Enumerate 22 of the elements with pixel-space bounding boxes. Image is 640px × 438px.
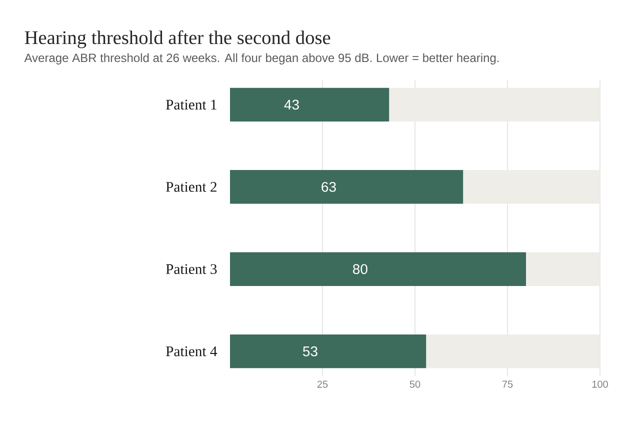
bar [230,88,390,122]
x-tick-label: 75 [502,380,513,388]
x-tick-label: 100 [592,380,608,388]
x-tick-label: 50 [410,380,420,388]
y-tick-label: Patient 3 [166,264,217,274]
data-label: 63 [322,182,336,192]
y-tick-label: Patient 2 [166,182,216,192]
bar [426,334,600,368]
chart-title: Hearing threshold after the second dose [24,30,330,48]
data-label: 43 [284,100,299,110]
bar [230,252,526,286]
bar [526,252,600,286]
chart-subtitle: Average ABR threshold at 26 weeks. All four began above 95 dB. Lower = better hearing. [24,53,499,64]
bar [389,88,600,122]
bar [463,170,600,204]
y-tick-label: Patient 1 [166,100,216,110]
bar [230,334,426,368]
data-label: 80 [352,264,368,274]
x-tick-label: 25 [317,380,328,388]
data-label: 53 [303,346,318,356]
bar [230,170,464,204]
y-tick-label: Patient 4 [166,346,218,356]
